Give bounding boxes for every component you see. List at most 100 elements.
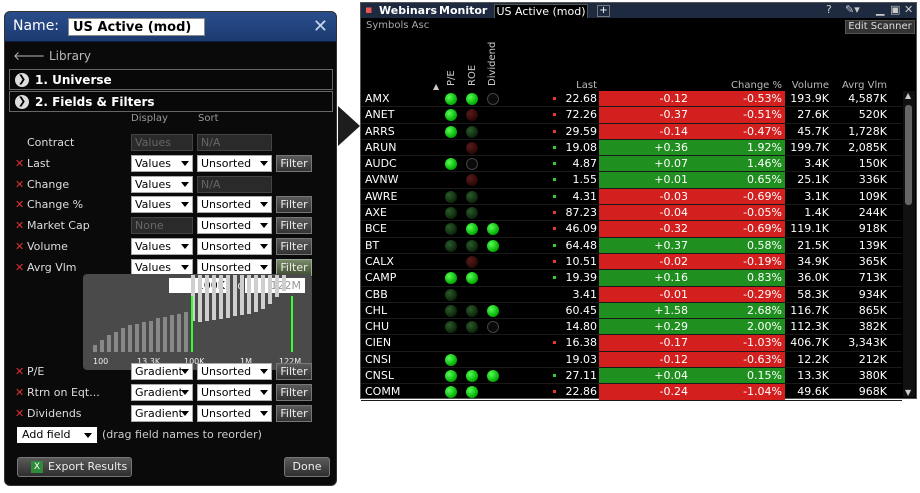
display-select[interactable]: Values xyxy=(131,238,193,255)
table-row[interactable]: CNSI 19.03 -0.12 -0.63% 12.2K 212K xyxy=(361,351,902,369)
remove-icon[interactable]: ✕ xyxy=(15,156,25,170)
col-header-volume[interactable]: Volume xyxy=(791,80,829,91)
edit-scanner-button[interactable]: Edit Scanner xyxy=(845,20,915,34)
add-tab-button[interactable]: + xyxy=(597,5,610,17)
remove-icon[interactable]: ✕ xyxy=(15,240,25,253)
display-select[interactable]: Values xyxy=(131,175,193,193)
scanner-name-input[interactable]: US Active (mod) xyxy=(68,18,205,36)
webinars-label[interactable]: Webinars xyxy=(379,4,438,17)
range-min-handle[interactable] xyxy=(191,296,193,352)
scroll-thumb[interactable] xyxy=(905,105,912,205)
symbol[interactable]: CHU xyxy=(365,320,390,334)
remove-icon[interactable]: ✕ xyxy=(15,406,25,420)
symbol[interactable]: ANET xyxy=(365,108,395,122)
table-row[interactable]: AUDC 4.87 +0.07 1.46% 3.4K 150K xyxy=(361,156,902,173)
universe-section[interactable]: ❯ 1. Universe xyxy=(9,69,333,90)
remove-icon[interactable]: ✕ xyxy=(15,365,25,378)
table-row[interactable]: AMX 22.68 -0.12 -0.53% 193.9K 4,587K xyxy=(361,91,902,108)
sort-select[interactable]: Unsorted xyxy=(197,258,272,276)
symbol[interactable]: AUDC xyxy=(365,157,397,171)
col-header-dividend[interactable]: Dividend xyxy=(487,41,498,86)
symbol[interactable]: CHL xyxy=(365,303,388,317)
display-select[interactable]: Values xyxy=(131,196,193,214)
display-select[interactable]: Values xyxy=(131,154,193,172)
filter-button[interactable]: Filter xyxy=(276,404,312,422)
col-header-pe[interactable]: P/E xyxy=(446,70,457,86)
display-select[interactable]: Gradient xyxy=(131,383,193,401)
symbol[interactable]: CNSI xyxy=(365,352,392,366)
sort-select[interactable]: Unsorted xyxy=(197,196,272,214)
filter-button[interactable]: Filter xyxy=(276,217,312,235)
scrollbar[interactable]: ▲ ▼ xyxy=(903,91,915,397)
symbol[interactable]: AWRE xyxy=(365,189,398,203)
sort-select[interactable]: Unsorted xyxy=(197,363,272,380)
symbol[interactable]: CNSL xyxy=(365,369,395,383)
table-row[interactable]: BCE 46.09 -0.32 -0.69% 119.1K 918K xyxy=(361,221,902,238)
symbol[interactable]: AVNW xyxy=(365,173,399,187)
symbol[interactable]: ARUN xyxy=(365,140,397,154)
scroll-down-icon[interactable]: ▼ xyxy=(905,388,912,397)
table-row[interactable]: CIEN 16.38 -0.17 -1.03% 406.7K 3,343K xyxy=(361,335,902,352)
symbol[interactable]: BT xyxy=(365,238,380,252)
export-results-button[interactable]: X Export Results xyxy=(17,457,132,477)
table-row[interactable]: CAMP 19.39 +0.16 0.83% 36.0K 713K xyxy=(361,270,902,287)
col-header-change-pct[interactable]: Change % xyxy=(731,80,782,91)
scroll-up-icon[interactable]: ▲ xyxy=(905,91,912,100)
range-max-handle[interactable] xyxy=(291,296,293,352)
symbol[interactable]: CIEN xyxy=(365,336,392,350)
display-select[interactable]: Gradient xyxy=(131,363,193,380)
col-header-last[interactable]: Last xyxy=(576,80,597,91)
symbol[interactable]: CAMP xyxy=(365,271,397,285)
filter-button[interactable]: Filter xyxy=(276,383,312,401)
symbol[interactable]: CBB xyxy=(365,287,388,301)
symbol[interactable]: BCE xyxy=(365,222,387,236)
remove-icon[interactable]: ✕ xyxy=(15,198,25,212)
help-icon[interactable]: ? xyxy=(826,3,832,16)
avg-volume-histogram[interactable]: 100K to 122M 100 13.3K 100K 1M 122M xyxy=(83,274,312,370)
table-row[interactable]: CHU 14.80 +0.29 2.00% 112.3K 382K xyxy=(361,319,902,336)
table-row[interactable]: AWRE 4.31 -0.03 -0.69% 3.1K 109K xyxy=(361,188,902,206)
col-header-roe[interactable]: ROE xyxy=(467,64,478,86)
maximize-icon[interactable]: ▣ xyxy=(890,3,901,16)
table-row[interactable]: CBB 3.41 -0.01 -0.29% 58.3K 934K xyxy=(361,286,902,303)
wrench-icon[interactable]: ✎▾ xyxy=(845,3,860,16)
sort-select[interactable]: Unsorted xyxy=(197,217,272,235)
remove-icon[interactable]: ✕ xyxy=(15,260,25,274)
table-row[interactable]: CNSL 27.11 +0.04 0.15% 13.3K 380K xyxy=(361,368,902,385)
remove-icon[interactable]: ✕ xyxy=(15,385,25,399)
table-row[interactable]: ANET 72.26 -0.37 -0.51% 27.6K 520K xyxy=(361,107,902,124)
table-row[interactable]: COMM 22.86 -0.24 -1.04% 49.6K 968K xyxy=(361,384,902,401)
sort-select[interactable]: Unsorted xyxy=(197,238,272,255)
filter-button[interactable]: Filter xyxy=(276,238,312,255)
table-row[interactable]: CALX 10.51 -0.02 -0.19% 34.9K 365K xyxy=(361,253,902,271)
tab-us-active[interactable]: US Active (mod) xyxy=(494,4,588,18)
display-select[interactable]: Gradient xyxy=(131,404,193,422)
close-icon[interactable]: ✕ xyxy=(312,16,328,37)
symbol[interactable]: AMX xyxy=(365,92,390,105)
monitor-label[interactable]: Monitor xyxy=(439,4,488,17)
remove-icon[interactable]: ✕ xyxy=(15,219,25,233)
library-link[interactable]: 🡐 Library xyxy=(13,49,91,63)
close-icon[interactable]: ✕ xyxy=(904,3,914,16)
filter-button[interactable]: Filter xyxy=(276,154,312,172)
filter-button[interactable]: Filter xyxy=(276,363,312,380)
sort-select[interactable]: Unsorted xyxy=(197,404,272,422)
fields-filters-section[interactable]: ❯ 2. Fields & Filters xyxy=(9,91,333,112)
symbol[interactable]: AXE xyxy=(365,206,388,220)
table-row[interactable]: BT 64.48 +0.37 0.58% 21.5K 139K xyxy=(361,237,902,254)
col-header-avg-volume[interactable]: Avrg Vlm xyxy=(842,80,887,91)
done-button[interactable]: Done xyxy=(284,457,330,477)
symbol[interactable]: COMM xyxy=(365,385,401,399)
symbol[interactable]: ARRS xyxy=(365,124,395,138)
table-row[interactable]: AXE 87.23 -0.04 -0.05% 1.4K 244K xyxy=(361,205,902,222)
symbol[interactable]: CALX xyxy=(365,254,394,268)
table-row[interactable]: ARUN 19.08 +0.36 1.92% 199.7K 2,085K xyxy=(361,139,902,157)
sort-select[interactable]: Unsorted xyxy=(197,154,272,172)
filter-button[interactable]: Filter xyxy=(276,258,312,276)
table-row[interactable]: ARRS 29.59 -0.14 -0.47% 45.7K 1,728K xyxy=(361,123,902,140)
sort-select[interactable]: Unsorted xyxy=(197,383,272,401)
table-row[interactable]: CHL 60.45 +1.58 2.68% 116.7K 865K xyxy=(361,302,902,320)
table-row[interactable]: AVNW 1.55 +0.01 0.65% 25.1K 336K xyxy=(361,172,902,189)
add-field-dropdown[interactable]: Add field xyxy=(17,427,97,443)
minimize-icon[interactable]: ▁ xyxy=(876,3,885,16)
